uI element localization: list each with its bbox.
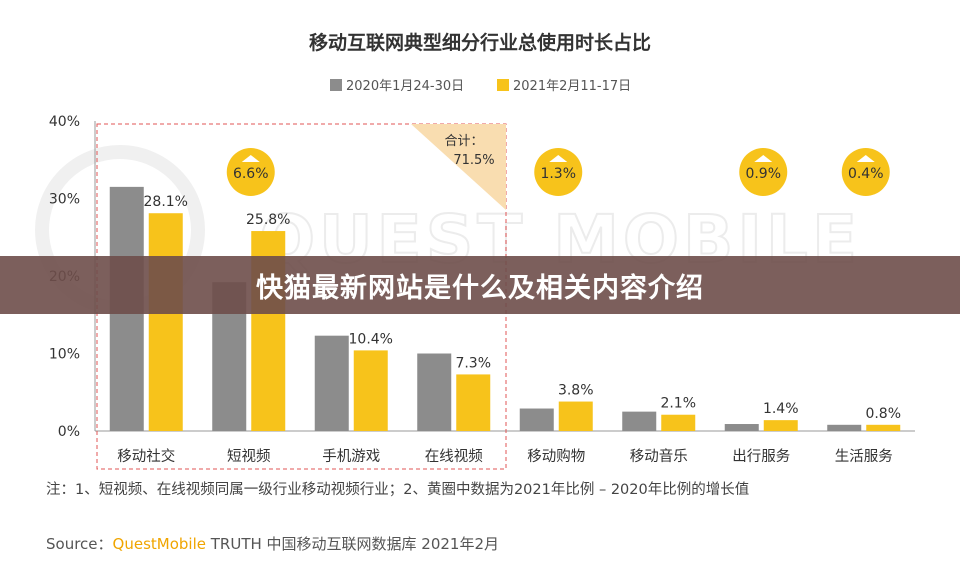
source-line: Source：QuestMobile TRUTH 中国移动互联网数据库 2021… xyxy=(46,533,499,554)
bar-2020 xyxy=(724,424,759,431)
y-tick-label: 0% xyxy=(58,424,80,440)
data-label-2021: 7.3% xyxy=(455,355,491,371)
bar-2020 xyxy=(622,411,657,431)
legend-label-1: 2021年2月11-17日 xyxy=(513,79,631,94)
chart-title: 移动互联网典型细分行业总使用时长占比 xyxy=(309,31,651,54)
title-banner: 快猫最新网站是什么及相关内容介绍 xyxy=(0,256,960,314)
source-suffix: TRUTH 中国移动互联网数据库 2021年2月 xyxy=(205,535,500,553)
data-label-2021: 25.8% xyxy=(246,212,290,228)
x-tick-label: 生活服务 xyxy=(835,448,893,465)
legend-swatch-0 xyxy=(330,79,342,91)
legend-swatch-1 xyxy=(497,79,509,91)
highlight-label-line1: 合计： xyxy=(444,134,483,149)
bar-2021 xyxy=(558,401,593,431)
banner-title: 快猫最新网站是什么及相关内容介绍 xyxy=(256,272,704,304)
bar-2020 xyxy=(519,408,554,431)
bar-2020 xyxy=(827,424,862,431)
growth-circle-label: 1.3% xyxy=(540,166,576,182)
bar-2021 xyxy=(148,213,183,431)
x-tick-label: 在线视频 xyxy=(425,448,483,465)
growth-circles: 6.6% 1.3% 0.9% 0.4% xyxy=(226,148,890,196)
bar-2020 xyxy=(314,335,349,431)
legend: 2020年1月24-30日 2021年2月11-17日 xyxy=(330,79,631,94)
bar-2021 xyxy=(763,420,798,431)
source-brand: QuestMobile xyxy=(112,535,206,553)
x-tick-label: 手机游戏 xyxy=(322,448,380,465)
y-tick-label: 40% xyxy=(49,114,80,130)
x-tick-label: 移动社交 xyxy=(117,447,175,465)
source-prefix: Source： xyxy=(46,535,113,553)
y-tick-label: 10% xyxy=(49,347,80,363)
y-tick-label: 30% xyxy=(49,192,80,208)
growth-arrow-icon xyxy=(549,155,568,162)
growth-circle xyxy=(534,148,583,196)
growth-circle xyxy=(226,148,275,196)
data-label-2021: 10.4% xyxy=(349,331,393,347)
x-tick-label: 短视频 xyxy=(227,448,271,465)
growth-arrow-icon xyxy=(754,155,773,162)
growth-circle xyxy=(739,148,788,196)
bar-2021 xyxy=(353,350,388,431)
growth-circle-label: 0.9% xyxy=(745,166,781,182)
data-label-2021: 3.8% xyxy=(558,383,594,399)
bar-2021 xyxy=(866,424,901,431)
bar-2021 xyxy=(661,414,696,431)
x-tick-label: 移动购物 xyxy=(527,448,585,465)
bar-2020 xyxy=(417,353,452,431)
footnote: 注：1、短视频、在线视频同属一级行业移动视频行业；2、黄圈中数据为2021年比例… xyxy=(46,482,750,498)
x-tick-label: 出行服务 xyxy=(732,448,790,465)
data-label-2021: 2.1% xyxy=(660,396,696,412)
growth-arrow-icon xyxy=(856,155,875,162)
growth-circle-label: 0.4% xyxy=(848,166,884,182)
growth-arrow-icon xyxy=(241,155,260,162)
data-label-2021: 28.1% xyxy=(144,194,188,210)
legend-label-0: 2020年1月24-30日 xyxy=(346,79,464,94)
bar-2021 xyxy=(456,374,491,431)
x-tick-label: 移动音乐 xyxy=(630,448,688,465)
data-label-2021: 1.4% xyxy=(763,401,799,417)
highlight-corner xyxy=(411,124,506,210)
data-label-2021: 0.8% xyxy=(865,406,901,422)
growth-circle xyxy=(841,148,890,196)
highlight-label-line2: 71.5% xyxy=(453,153,494,168)
growth-circle-label: 6.6% xyxy=(233,166,269,182)
